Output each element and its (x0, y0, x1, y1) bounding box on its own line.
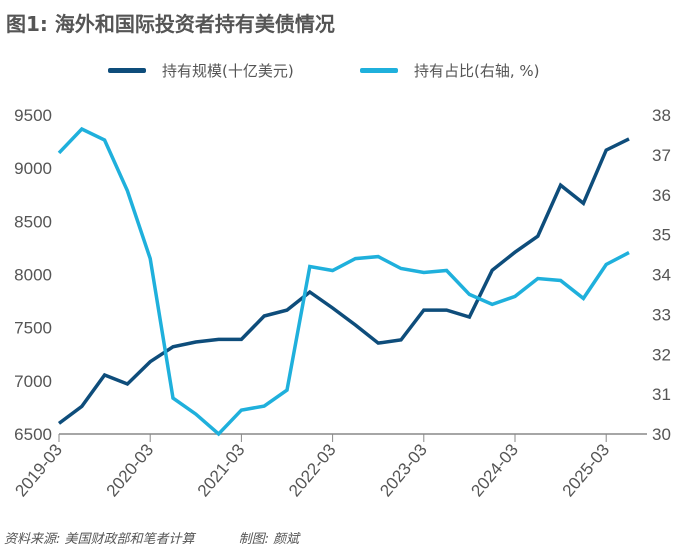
chart-title: 图1: 海外和国际投资者持有美债情况 (6, 12, 335, 36)
y-right-tick-label: 37 (652, 146, 671, 165)
y-left-tick-label: 9500 (14, 106, 52, 125)
y-right-tick-label: 35 (652, 226, 671, 245)
y-right-tick-label: 34 (652, 266, 671, 285)
y-left-tick-label: 9000 (14, 159, 52, 178)
y-right-tick-label: 31 (652, 385, 671, 404)
y-right-tick-label: 30 (652, 425, 671, 444)
legend-swatch-share (360, 68, 398, 73)
legend: 持有规模(十亿美元) 持有占比(右轴, %) (0, 60, 683, 84)
x-tick-label: 2023-03 (376, 440, 431, 500)
source-note: 资料来源: 美国财政部和笔者计算 (4, 532, 195, 547)
y-left-tick-label: 8500 (14, 212, 52, 231)
legend-item-holdings: 持有规模(十亿美元) (108, 60, 294, 81)
series-line-share (57, 126, 630, 437)
x-tick-label: 2025-03 (559, 440, 614, 500)
x-tick-label: 2022-03 (285, 440, 340, 500)
legend-label-share: 持有占比(右轴, %) (414, 62, 540, 80)
y-right-tick-label: 33 (652, 305, 671, 324)
x-tick-label: 2021-03 (194, 440, 249, 500)
x-tick-label: 2020-03 (103, 440, 158, 500)
legend-item-share: 持有占比(右轴, %) (360, 60, 540, 81)
x-tick-label: 2024-03 (467, 440, 522, 500)
y-right-tick-label: 38 (652, 106, 671, 125)
y-left-tick-label: 8000 (14, 266, 52, 285)
y-right-tick-label: 32 (652, 345, 671, 364)
legend-label-holdings: 持有规模(十亿美元) (162, 62, 294, 80)
x-tick-label: 2019-03 (11, 440, 66, 500)
series-line-holdings (57, 137, 630, 425)
y-right-tick-label: 36 (652, 186, 671, 205)
y-left-tick-label: 7500 (14, 319, 52, 338)
y-left-tick-label: 6500 (14, 425, 52, 444)
y-left-tick-label: 7000 (14, 372, 52, 391)
legend-swatch-holdings (108, 68, 146, 73)
author-note: 制图: 颜斌 (238, 532, 300, 547)
footer: 资料来源: 美国财政部和笔者计算 制图: 颜斌 (4, 528, 339, 547)
